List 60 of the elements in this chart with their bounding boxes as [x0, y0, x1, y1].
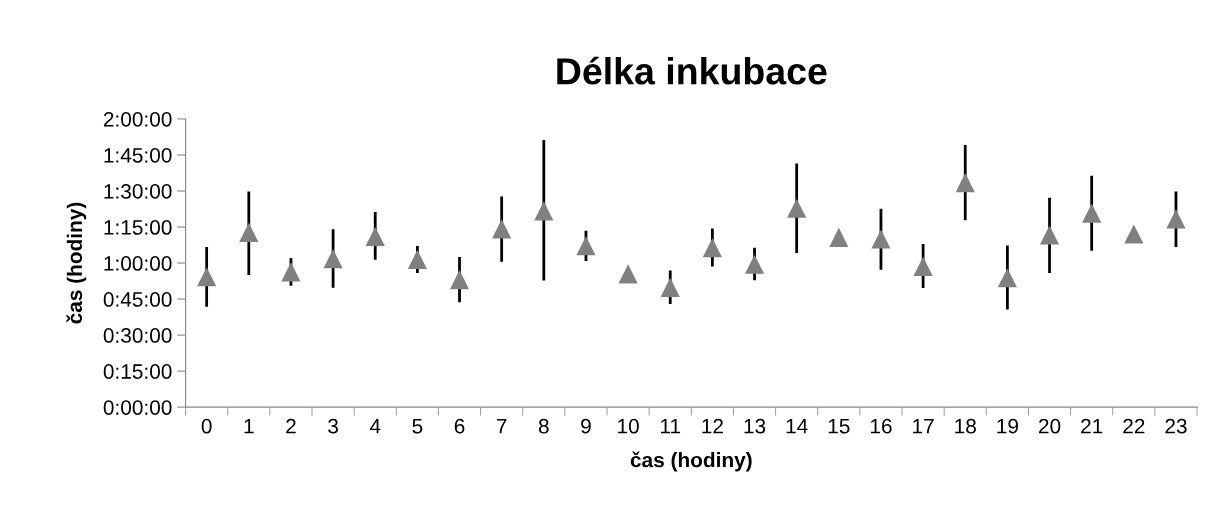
point	[365, 226, 385, 246]
point	[197, 267, 217, 287]
point	[449, 270, 470, 290]
point	[239, 222, 259, 242]
x-tick-label: 0	[201, 418, 212, 434]
x-tick-label: 20	[1039, 418, 1061, 434]
y-tick-label: 0:15:00	[103, 364, 172, 379]
y-tick-label: 0:45:00	[103, 292, 172, 307]
point	[281, 262, 301, 282]
point	[407, 249, 427, 270]
point	[871, 229, 891, 249]
x-tick-label: 8	[538, 418, 549, 434]
x-tick-label: 2	[286, 418, 296, 434]
x-tick-label: 9	[581, 418, 591, 434]
x-tick-label: 15	[828, 419, 850, 434]
point	[492, 219, 512, 239]
y-tick-label: 1:30:00	[104, 184, 172, 199]
chart-title: Délka inkubace	[557, 56, 827, 85]
point	[1124, 224, 1144, 244]
y-tick-label: 2:00:00	[103, 111, 172, 127]
point	[1166, 209, 1186, 229]
point	[997, 268, 1017, 288]
point	[829, 227, 849, 247]
point	[702, 238, 722, 258]
x-tick-label: 1	[244, 419, 254, 434]
point	[913, 256, 933, 276]
x-tick-label: 10	[618, 418, 639, 434]
x-tick-label: 17	[913, 419, 934, 434]
y-tick-label: 0:30:00	[103, 328, 172, 343]
x-tick-label: 16	[870, 418, 892, 434]
x-tick-label: 23	[1165, 418, 1187, 434]
x-tick-label: 4	[369, 419, 381, 434]
point	[323, 249, 343, 269]
x-tick-label: 7	[496, 419, 507, 434]
point	[744, 254, 765, 274]
x-tick-label: 13	[744, 418, 766, 434]
x-tick-label: 5	[412, 419, 423, 434]
y-tick-label: 0:00:00	[103, 400, 172, 415]
point	[955, 173, 975, 193]
x-axis-title: čas (hodiny)	[630, 451, 752, 472]
point	[787, 198, 807, 218]
x-tick-label: 14	[786, 419, 808, 434]
x-tick-label: 3	[328, 418, 338, 434]
x-tick-label: 6	[454, 418, 465, 434]
y-tick-label: 1:00:00	[104, 256, 172, 271]
x-tick-label: 19	[997, 418, 1018, 434]
point	[1082, 203, 1102, 223]
y-tick-label: 1:15:00	[104, 220, 172, 235]
x-tick-label: 22	[1123, 418, 1145, 434]
x-tick-label: 12	[702, 418, 723, 434]
point	[618, 264, 638, 284]
y-axis-title: čas (hodiny)	[66, 202, 87, 324]
point	[660, 277, 680, 297]
x-tick-label: 18	[955, 418, 976, 434]
point	[576, 236, 596, 256]
x-tick-label: 21	[1081, 418, 1103, 434]
point	[1039, 225, 1060, 245]
y-tick-label: 1:45:00	[104, 147, 172, 163]
point	[534, 201, 554, 221]
x-tick-label: 11	[661, 419, 681, 434]
